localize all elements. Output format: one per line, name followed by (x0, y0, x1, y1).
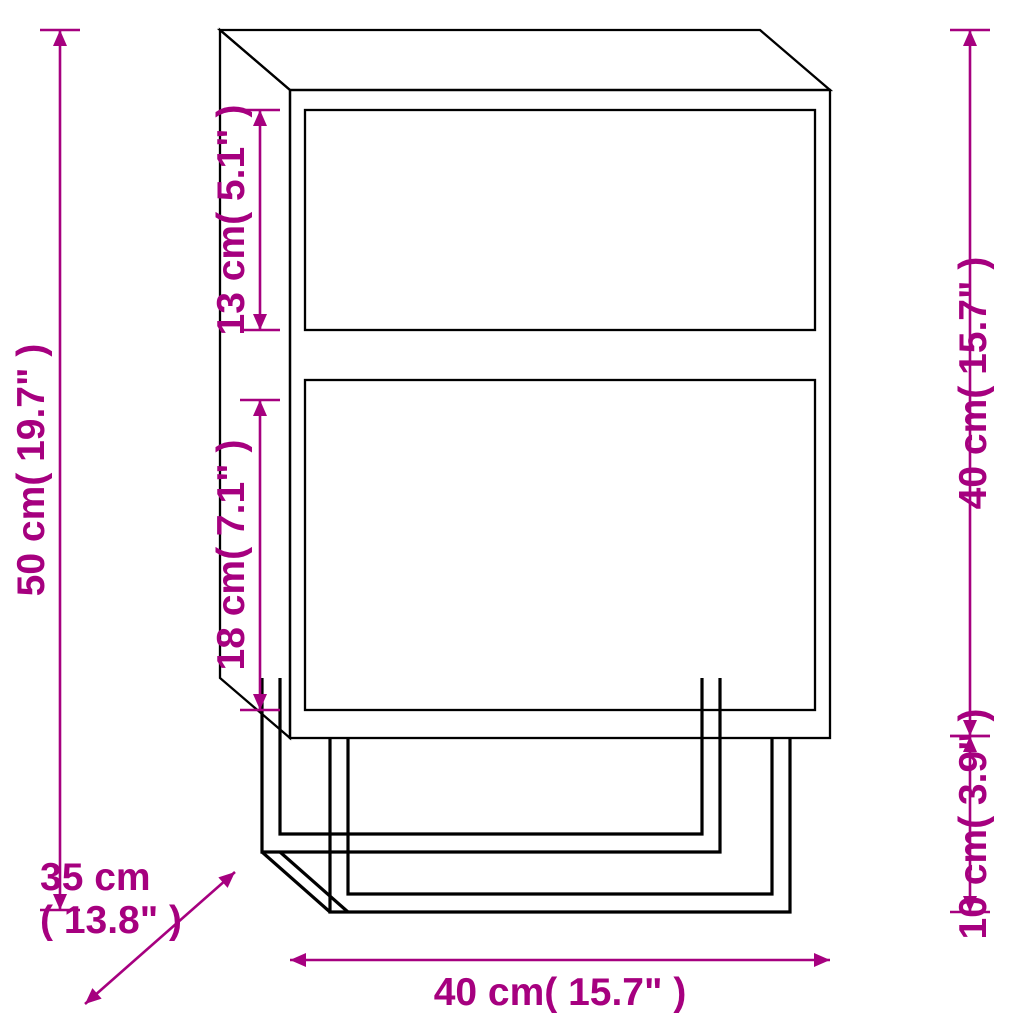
dim-label: 40 cm( 15.7" ) (434, 971, 687, 1014)
dim-label: 50 cm( 19.7" ) (10, 344, 53, 597)
dim-label: 18 cm( 7.1" ) (210, 440, 253, 671)
dim-total_height: 50 cm( 19.7" ) (10, 30, 80, 910)
nightstand-drawing (220, 30, 830, 912)
top-face (220, 30, 830, 90)
dim-drawer1_height: 13 cm( 5.1" ) (210, 105, 280, 336)
dim-drawer2_height: 18 cm( 7.1" ) (210, 400, 280, 710)
dim-label: 13 cm( 5.1" ) (210, 105, 253, 336)
drawer-panel-2 (305, 380, 815, 710)
dim-label: 40 cm( 15.7" ) (952, 257, 995, 510)
front-leg (262, 738, 790, 912)
dim-depth: 35 cm( 13.8" ) (40, 856, 235, 1004)
dim-label: 10 cm( 3.9" ) (952, 709, 995, 940)
dim-body_height: 40 cm( 15.7" ) (950, 30, 995, 736)
dim-width: 40 cm( 15.7" ) (290, 953, 830, 1014)
drawer-panel-1 (305, 110, 815, 330)
front-face (290, 90, 830, 738)
dim-leg_height: 10 cm( 3.9" ) (950, 709, 995, 940)
dim-label: 35 cm (40, 856, 151, 899)
dim-label-2: ( 13.8" ) (40, 899, 182, 942)
